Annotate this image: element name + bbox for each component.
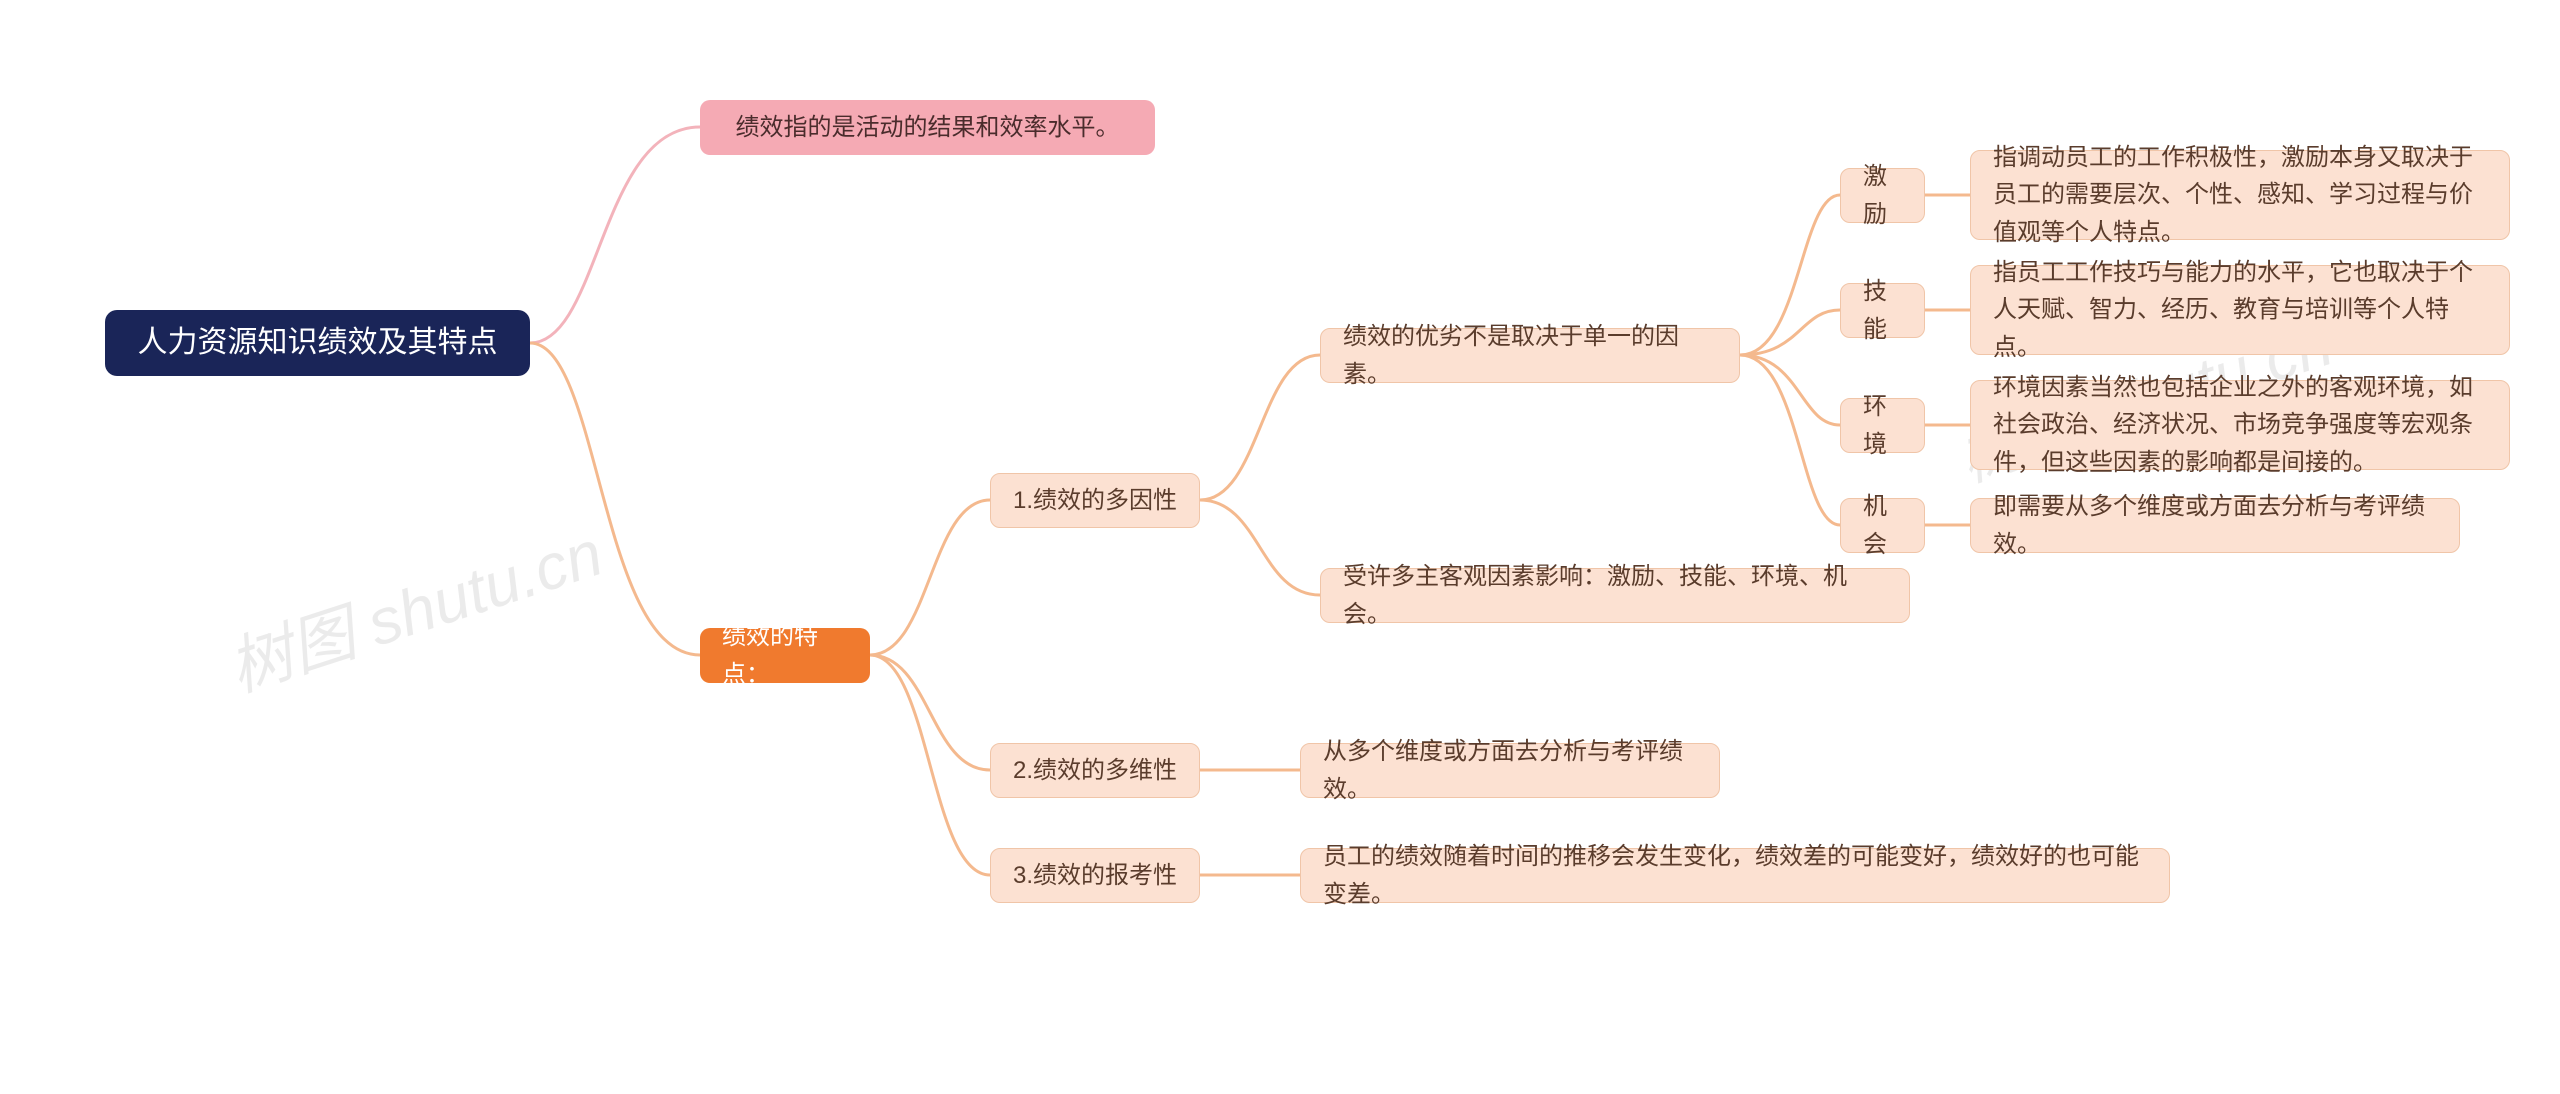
feature-multidimension-node: 2.绩效的多维性 [990, 743, 1200, 798]
feature-multidimension-desc-text: 从多个维度或方面去分析与考评绩效。 [1323, 733, 1697, 807]
feature-multidimension-title: 2.绩效的多维性 [1013, 752, 1177, 789]
feature-reportability-desc-node: 员工的绩效随着时间的推移会发生变化，绩效差的可能变好，绩效好的也可能变差。 [1300, 848, 2170, 903]
feature-multifactor-node: 1.绩效的多因性 [990, 473, 1200, 528]
factor-environment-label: 环境 [1840, 398, 1925, 453]
factor-opportunity-label-text: 机会 [1863, 488, 1902, 562]
watermark: 树图 shutu.cn [215, 502, 612, 709]
factor-opportunity-desc-text: 即需要从多个维度或方面去分析与考评绩效。 [1993, 488, 2437, 562]
feature-multifactor-sub2-text: 受许多主客观因素影响：激励、技能、环境、机会。 [1343, 558, 1887, 632]
factor-environment-desc: 环境因素当然也包括企业之外的客观环境，如社会政治、经济状况、市场竞争强度等宏观条… [1970, 380, 2510, 470]
factor-motivation-desc: 指调动员工的工作积极性，激励本身又取决于员工的需要层次、个性、感知、学习过程与价… [1970, 150, 2510, 240]
features-title-node: 绩效的特点： [700, 628, 870, 683]
factor-motivation-label: 激励 [1840, 168, 1925, 223]
factor-skill-desc: 指员工工作技巧与能力的水平，它也取决于个人天赋、智力、经历、教育与培训等个人特点… [1970, 265, 2510, 355]
factor-skill-label: 技能 [1840, 283, 1925, 338]
root-text: 人力资源知识绩效及其特点 [138, 320, 498, 367]
feature-reportability-desc-text: 员工的绩效随着时间的推移会发生变化，绩效差的可能变好，绩效好的也可能变差。 [1323, 838, 2147, 912]
factor-motivation-label-text: 激励 [1863, 158, 1902, 232]
feature-multifactor-sub2-node: 受许多主客观因素影响：激励、技能、环境、机会。 [1320, 568, 1910, 623]
factor-skill-label-text: 技能 [1863, 273, 1902, 347]
definition-text: 绩效指的是活动的结果和效率水平。 [736, 109, 1120, 146]
factor-motivation-desc-text: 指调动员工的工作积极性，激励本身又取决于员工的需要层次、个性、感知、学习过程与价… [1993, 139, 2487, 251]
factor-opportunity-label: 机会 [1840, 498, 1925, 553]
feature-multidimension-desc-node: 从多个维度或方面去分析与考评绩效。 [1300, 743, 1720, 798]
feature-reportability-title: 3.绩效的报考性 [1013, 857, 1177, 894]
feature-multifactor-title: 1.绩效的多因性 [1013, 482, 1177, 519]
factor-environment-label-text: 环境 [1863, 388, 1902, 462]
factor-opportunity-desc: 即需要从多个维度或方面去分析与考评绩效。 [1970, 498, 2460, 553]
root-node: 人力资源知识绩效及其特点 [105, 310, 530, 376]
features-title-text: 绩效的特点： [722, 618, 848, 692]
feature-reportability-node: 3.绩效的报考性 [990, 848, 1200, 903]
definition-node: 绩效指的是活动的结果和效率水平。 [700, 100, 1155, 155]
feature-multifactor-sub1-text: 绩效的优劣不是取决于单一的因素。 [1343, 318, 1717, 392]
feature-multifactor-sub1-node: 绩效的优劣不是取决于单一的因素。 [1320, 328, 1740, 383]
factor-skill-desc-text: 指员工工作技巧与能力的水平，它也取决于个人天赋、智力、经历、教育与培训等个人特点… [1993, 254, 2487, 366]
factor-environment-desc-text: 环境因素当然也包括企业之外的客观环境，如社会政治、经济状况、市场竞争强度等宏观条… [1993, 369, 2487, 481]
